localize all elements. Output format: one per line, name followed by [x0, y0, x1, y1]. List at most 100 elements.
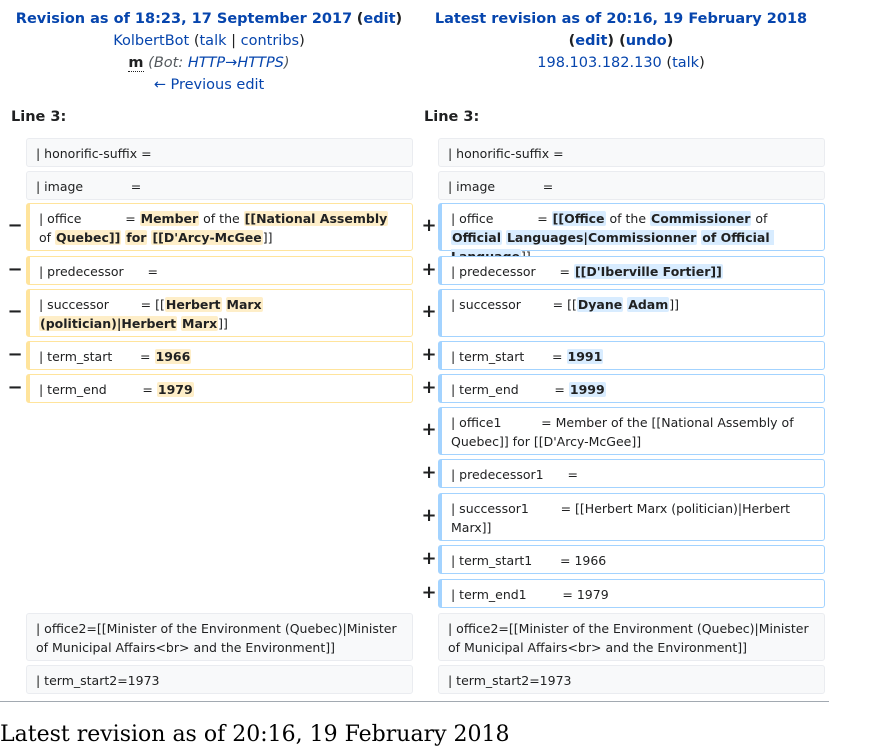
diff-text: | successor1 = [[Herbert Marx (politicia…: [451, 501, 794, 535]
changed-text: (politician)|Herbert: [39, 316, 178, 331]
left-user-link[interactable]: KolbertBot: [113, 33, 190, 49]
diff-text: | image =: [448, 179, 554, 194]
changed-text: for: [125, 230, 148, 245]
left-diff-line: | image =: [26, 171, 413, 200]
changed-text: [[D'Arcy-McGee: [151, 230, 263, 245]
added-line-marker: +: [421, 301, 437, 322]
changed-text: 1991: [566, 349, 604, 364]
left-edit-link[interactable]: edit: [363, 11, 396, 27]
diff-text: | successor = [[: [451, 297, 577, 312]
diff-text: of the: [199, 211, 244, 226]
right-diff-line: | office2=[[Minister of the Environment …: [438, 613, 825, 661]
diff-text: | honorific-suffix =: [448, 146, 564, 161]
removed-line-marker: −: [7, 376, 23, 398]
left-revision-title-link[interactable]: Revision as of 18:23, 17 September 2017: [15, 11, 353, 27]
changed-text: Dyane: [576, 297, 624, 312]
diff-text: | honorific-suffix =: [36, 146, 152, 161]
changed-text: Official: [451, 230, 502, 245]
diff-text: | office2=[[Minister of the Environment …: [448, 621, 813, 655]
right-diff-line: | term_start2=1973: [438, 665, 825, 694]
right-diff-line: | term_start1 = 1966: [438, 545, 825, 574]
diff-text: | term_start =: [39, 349, 155, 364]
right-edit-link[interactable]: edit: [575, 33, 608, 49]
added-line-marker: +: [421, 343, 437, 365]
right-diff-line: | office = [[Office of the Commissioner …: [438, 203, 825, 264]
left-revision-header: Revision as of 18:23, 17 September 2017 …: [15, 11, 403, 93]
diff-text: | term_end1 = 1979: [451, 587, 609, 602]
right-line-number: Line 3:: [424, 109, 480, 125]
previous-edit-link[interactable]: ← Previous edit: [153, 77, 265, 93]
left-diff-line: | successor = [[Herbert Marx (politician…: [26, 289, 413, 337]
left-diff-line: | term_start2=1973: [26, 665, 413, 694]
right-diff-line: | term_end1 = 1979: [438, 579, 825, 608]
right-diff-line: | office1 = Member of the [[National Ass…: [438, 407, 825, 455]
changed-text: Languages|Commissionner: [505, 230, 698, 245]
right-talk-link[interactable]: talk: [672, 55, 700, 71]
left-diff-line: | office2=[[Minister of the Environment …: [26, 613, 413, 661]
diff-text: ]]: [262, 230, 273, 245]
edit-summary-prefix: Bot:: [153, 55, 188, 71]
diff-text: | term_end =: [451, 382, 569, 397]
added-line-marker: +: [421, 461, 437, 483]
removed-line-marker: −: [7, 258, 23, 280]
added-line-marker: +: [421, 547, 437, 569]
added-line-marker: +: [421, 376, 437, 398]
right-revision-title-link[interactable]: Latest revision as of 20:16, 19 February…: [434, 11, 808, 27]
diff-text: | office1 = Member of the [[National Ass…: [451, 415, 798, 449]
left-separator: |: [231, 33, 236, 49]
diff-text: [263, 297, 267, 312]
footer-revision-heading: Latest revision as of 20:16, 19 February…: [0, 722, 510, 747]
left-talk-link[interactable]: talk: [199, 33, 227, 49]
left-diff-line: | predecessor =: [26, 256, 413, 285]
added-line-marker: +: [421, 215, 437, 236]
right-revision-header: Latest revision as of 20:16, 19 February…: [434, 11, 808, 71]
changed-text: Commissioner: [650, 211, 752, 226]
right-diff-line: | honorific-suffix =: [438, 138, 825, 167]
changed-text: Marx: [181, 316, 219, 331]
added-line-marker: +: [421, 258, 437, 280]
diff-text: [222, 297, 226, 312]
removed-line-marker: −: [7, 215, 23, 236]
diff-text: | successor = [[: [39, 297, 165, 312]
diff-text: | office =: [39, 211, 140, 226]
right-diff-line: | predecessor1 =: [438, 459, 825, 488]
footer-divider: [0, 701, 829, 702]
right-diff-line: | term_start = 1991: [438, 341, 825, 370]
right-diff-line: | term_end = 1999: [438, 374, 825, 403]
changed-text: 1966: [154, 349, 192, 364]
diff-text: | image =: [36, 179, 142, 194]
diff-text: of: [751, 211, 772, 226]
changed-text: 1999: [568, 382, 606, 397]
added-line-marker: +: [421, 581, 437, 603]
right-diff-line: | successor = [[Dyane Adam]]: [438, 289, 825, 337]
diff-text: | term_start2=1973: [36, 673, 160, 688]
right-diff-line: | predecessor = [[D'Iberville Fortier]]: [438, 256, 825, 285]
diff-text: | term_start2=1973: [448, 673, 572, 688]
left-diff-line: | office = Member of the [[National Asse…: [26, 203, 413, 251]
changed-text: Member: [139, 211, 200, 226]
diff-text: of the: [605, 211, 651, 226]
left-diff-line: | term_start = 1966: [26, 341, 413, 370]
edit-summary: (Bot: HTTP→HTTPS): [148, 55, 290, 71]
right-user-link[interactable]: 198.103.182.130: [537, 55, 662, 71]
changed-text: Adam: [627, 297, 670, 312]
changed-text: [[National Assembly: [243, 211, 389, 226]
edit-summary-link[interactable]: HTTP→HTTPS: [187, 55, 284, 71]
changed-text: [[Office: [551, 211, 606, 226]
changed-text: 1979: [156, 382, 194, 397]
diff-text: | predecessor =: [39, 264, 158, 279]
diff-text: | office2=[[Minister of the Environment …: [36, 621, 401, 655]
diff-text: | term_start1 = 1966: [451, 553, 607, 568]
left-diff-line: | term_end = 1979: [26, 374, 413, 403]
diff-text: | term_start =: [451, 349, 567, 364]
minor-edit-badge: m: [128, 55, 144, 72]
left-contribs-link[interactable]: contribs: [240, 33, 300, 49]
right-diff-line: | image =: [438, 171, 825, 200]
undo-link[interactable]: undo: [625, 33, 667, 49]
diff-text: ]]: [669, 297, 680, 312]
right-diff-line: | successor1 = [[Herbert Marx (politicia…: [438, 493, 825, 541]
diff-text: | office =: [451, 211, 552, 226]
diff-text: | term_end =: [39, 382, 157, 397]
left-line-number: Line 3:: [11, 109, 67, 125]
diff-text: | predecessor =: [451, 264, 574, 279]
